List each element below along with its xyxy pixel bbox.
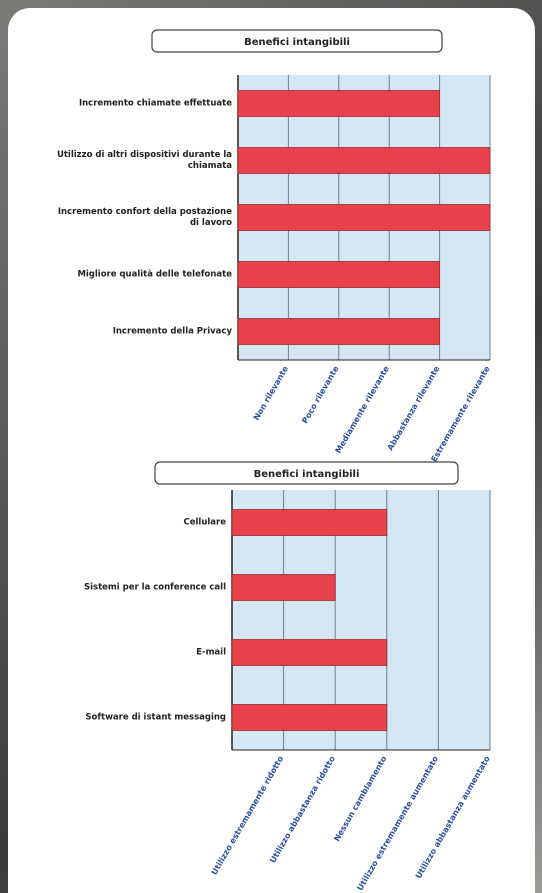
chart-title: Benefici intangibili	[254, 469, 360, 480]
bar	[237, 147, 491, 174]
y-tick-label: Migliore qualità delle telefonate	[77, 269, 232, 279]
bar	[237, 318, 441, 345]
bar	[237, 261, 441, 288]
title-box	[151, 29, 443, 53]
bar	[237, 204, 491, 231]
bar	[237, 90, 441, 117]
y-tick-label: Incremento chiamate effettuate	[78, 98, 232, 108]
y-tick-label: Sistemi per la conference call	[83, 582, 226, 592]
x-tick-label: Estremamente rilevante	[429, 364, 492, 463]
bar	[231, 509, 388, 536]
y-tick-label: Incremento confort della postazione di l…	[57, 206, 232, 228]
bar	[231, 639, 388, 666]
y-tick-label: Software di istant messaging	[85, 712, 226, 722]
charts: Benefici intangibili Non rilevante Poco ri…	[151, 29, 492, 892]
x-tick-label: Mediamente rilevante	[334, 364, 392, 455]
x-tick-label: Non rilevante	[252, 364, 291, 422]
card: Benefici intangibili Non rilevante Poco ri…	[8, 8, 535, 893]
x-tick-label: Abbastanza rilevante	[386, 364, 442, 452]
bar	[231, 704, 388, 731]
x-tick-label: Nessun cambiamento	[332, 754, 389, 843]
x-tick-label: Poco rilevante	[300, 364, 340, 425]
y-tick-label: Utilizzo di altri dispositivi durante la…	[56, 149, 232, 171]
bar	[231, 574, 336, 601]
y-tick-label: E-mail	[196, 647, 226, 657]
y-tick-label: Cellulare	[183, 517, 227, 527]
y-tick-label: Incremento della Privacy	[112, 326, 232, 336]
chart-title: Benefici intangibili	[244, 37, 350, 48]
title-box	[154, 461, 459, 485]
